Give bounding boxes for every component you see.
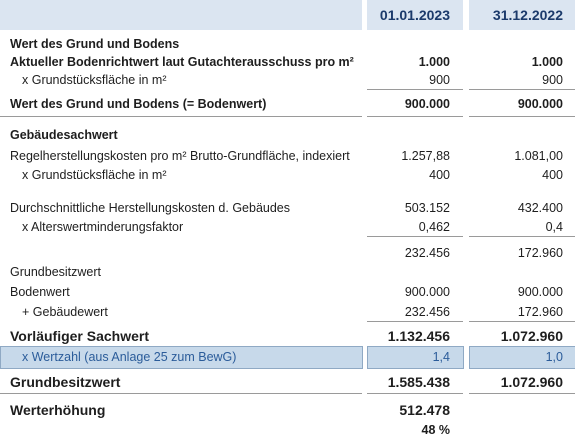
row-label: x Wertzahl (aus Anlage 25 zum BewG) <box>22 350 237 364</box>
cell-value: 432.400 <box>517 201 563 215</box>
row-label: x Grundstücksfläche in m² <box>22 73 167 87</box>
row-label: Bodenwert <box>10 285 70 299</box>
cell-value: 232.456 <box>404 305 450 319</box>
cell-value: 1,0 <box>545 350 563 364</box>
rule <box>367 393 463 394</box>
rule <box>0 116 362 117</box>
cell-value: 1.000 <box>531 55 563 69</box>
row-label: Vorläufiger Sachwert <box>10 328 150 344</box>
rule <box>469 236 575 237</box>
cell-value: 1.585.438 <box>387 374 450 390</box>
rule <box>0 393 362 394</box>
row-label: x Alterswertminderungsfaktor <box>22 220 184 234</box>
cell-value: 900.000 <box>517 285 563 299</box>
column-header: 01.01.2023 <box>379 7 450 23</box>
highlight-bg <box>469 346 575 369</box>
cell-value: 232.456 <box>404 246 450 260</box>
header-bg <box>367 0 463 30</box>
cell-value: 900 <box>429 73 450 87</box>
column-header: 31.12.2022 <box>492 7 563 23</box>
cell-value: 1.081,00 <box>514 149 563 163</box>
header-bg <box>0 0 362 30</box>
cell-value: 172.960 <box>517 246 563 260</box>
cell-value: 1.072.960 <box>500 374 563 390</box>
cell-value: 0,4 <box>545 220 563 234</box>
row-label: Gebäudesachwert <box>10 128 118 142</box>
cell-value: 900.000 <box>517 97 563 111</box>
row-label: Grundbesitzwert <box>10 265 102 279</box>
row-label: Wert des Grund und Bodens (= Bodenwert) <box>10 97 267 111</box>
rule <box>469 116 575 117</box>
cell-value: 503.152 <box>404 201 450 215</box>
cell-value: 512.478 <box>399 402 450 418</box>
row-label: x Grundstücksfläche in m² <box>22 168 167 182</box>
cell-value: 1.072.960 <box>500 328 563 344</box>
cell-value: 1.257,88 <box>401 149 450 163</box>
rule <box>469 89 575 90</box>
cell-value: 900.000 <box>404 285 450 299</box>
row-label: Grundbesitzwert <box>10 374 121 390</box>
row-label: Regelherstellungskosten pro m² Brutto-Gr… <box>10 149 350 163</box>
cell-value: 900 <box>542 73 563 87</box>
cell-value: 1,4 <box>432 350 450 364</box>
rule <box>469 393 575 394</box>
cell-value: 48 % <box>421 423 451 437</box>
rule <box>367 321 463 322</box>
cell-value: 0,462 <box>418 220 450 234</box>
row-label: + Gebäudewert <box>22 305 108 319</box>
rule <box>367 89 463 90</box>
highlight-bg <box>367 346 464 369</box>
rule <box>469 321 575 322</box>
cell-value: 172.960 <box>517 305 563 319</box>
row-label: Werterhöhung <box>10 402 106 418</box>
row-label: Aktueller Bodenrichtwert laut Gutachtera… <box>10 55 354 69</box>
cell-value: 400 <box>542 168 563 182</box>
row-label: Wert des Grund und Bodens <box>10 37 180 51</box>
cell-value: 1.132.456 <box>387 328 450 344</box>
cell-value: 900.000 <box>404 97 450 111</box>
header-bg <box>469 0 575 30</box>
cell-value: 400 <box>429 168 450 182</box>
rule <box>367 236 463 237</box>
highlight-bg <box>0 346 363 369</box>
rule <box>367 116 463 117</box>
row-label: Durchschnittliche Herstellungskosten d. … <box>10 201 291 215</box>
cell-value: 1.000 <box>418 55 450 69</box>
